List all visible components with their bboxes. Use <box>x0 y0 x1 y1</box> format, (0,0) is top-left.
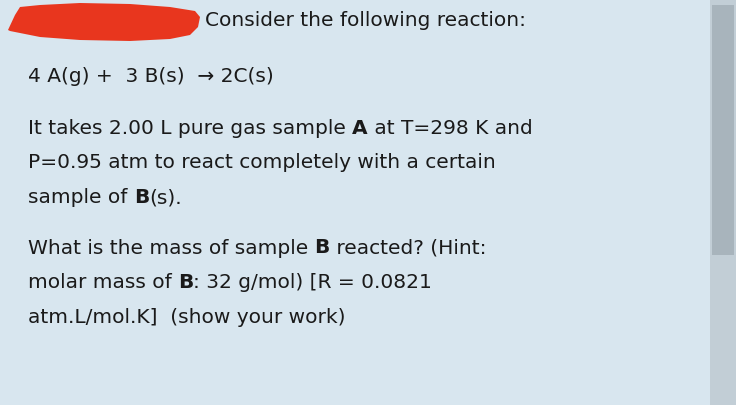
Text: (s).: (s). <box>149 188 182 207</box>
Text: A: A <box>353 118 368 137</box>
Polygon shape <box>8 4 200 42</box>
Text: molar mass of: molar mass of <box>28 273 178 292</box>
Text: at T=298 K and: at T=298 K and <box>368 118 533 137</box>
Text: atm.L/mol.K]  (show your work): atm.L/mol.K] (show your work) <box>28 308 345 327</box>
Text: reacted? (Hint:: reacted? (Hint: <box>330 238 486 257</box>
Text: What is the mass of sample: What is the mass of sample <box>28 238 314 257</box>
Text: B: B <box>314 238 330 257</box>
Bar <box>712 6 734 256</box>
Text: P=0.95 atm to react completely with a certain: P=0.95 atm to react completely with a ce… <box>28 153 496 172</box>
Text: It takes 2.00 L pure gas sample: It takes 2.00 L pure gas sample <box>28 118 353 137</box>
Text: Consider the following reaction:: Consider the following reaction: <box>205 11 526 30</box>
Text: B: B <box>178 273 194 292</box>
Text: 4 A(g) +  3 B(s)  → 2C(s): 4 A(g) + 3 B(s) → 2C(s) <box>28 66 274 85</box>
Text: sample of: sample of <box>28 188 134 207</box>
Text: B: B <box>134 188 149 207</box>
Text: : 32 g/mol) [R = 0.0821: : 32 g/mol) [R = 0.0821 <box>194 273 432 292</box>
Bar <box>710 0 736 405</box>
